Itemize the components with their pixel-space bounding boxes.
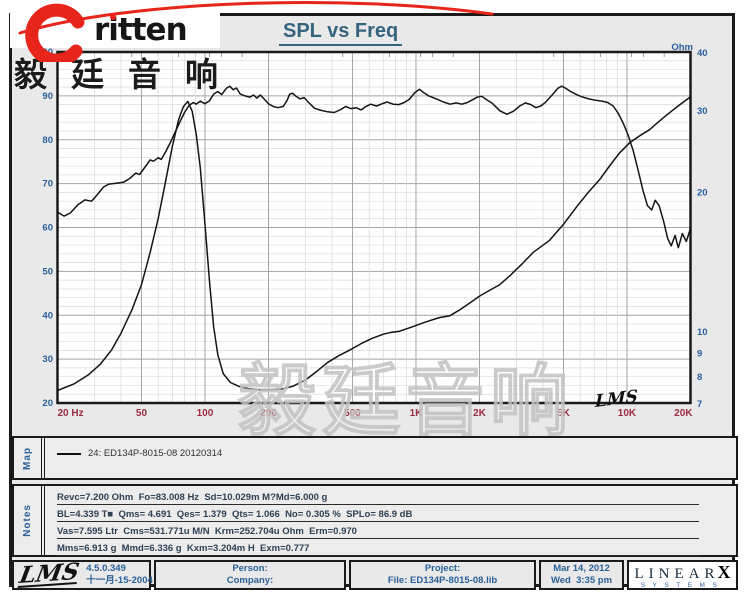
- x-tick-label: 20K: [674, 408, 693, 419]
- y-right-tick-label: 9: [697, 348, 702, 359]
- chinese-brand-stamp: 毅廷音响: [14, 56, 242, 93]
- y-right-tick-label: 30: [697, 106, 708, 117]
- y-left-tick-label: 40: [42, 310, 53, 321]
- y-left-tick-label: 70: [42, 179, 53, 190]
- y-right-tick-label: 20: [697, 188, 708, 199]
- y-left-tick-label: 60: [42, 223, 53, 234]
- x-tick-label: 20 Hz: [58, 408, 84, 419]
- notes-panel-label: Notes: [22, 504, 33, 537]
- y-right-tick-label: 10: [697, 327, 708, 338]
- linearx-word: LINEAR: [634, 565, 720, 582]
- notes-panel: Notes Revc=7.200 Ohm Fo=83.008 Hz Sd=10.…: [12, 484, 738, 557]
- footer-person-cell: Person: Company:: [154, 560, 346, 590]
- linearx-systems-logo: LINEAR X SYSTEMS: [627, 560, 738, 590]
- page-title: SPL vs Freq: [279, 20, 403, 46]
- notes-line-parameters-2: BL=4.339 T■ Qms= 4.691 Qes= 1.379 Qts= 1…: [57, 509, 700, 522]
- linearx-systems-word: SYSTEMS: [640, 581, 725, 589]
- x-tick-label: 50: [136, 408, 148, 419]
- plot-border: [56, 50, 692, 405]
- person-label: Person:: [232, 563, 268, 574]
- map-panel-label-cell: Map: [14, 438, 42, 478]
- company-label: Company:: [226, 575, 274, 586]
- brand-logo-i-dot: [110, 14, 116, 20]
- x-tick-label: 5K: [557, 408, 571, 419]
- y-right-tick-label: 8: [697, 372, 702, 383]
- footer-project-cell: Project: File: ED134P-8015-08.lib: [349, 560, 536, 590]
- project-label: Project:: [424, 563, 461, 574]
- map-panel-content: 24: ED134P-8015-08 20120314: [44, 438, 736, 478]
- brand-logo: ritten: [10, 0, 220, 48]
- y-right-axis-title: Ohm: [671, 42, 693, 53]
- brand-logo-text: ritten: [94, 12, 188, 48]
- y-left-tick-label: 80: [42, 135, 53, 146]
- y-left-tick-label: 50: [42, 266, 53, 277]
- x-tick-label: 500: [344, 408, 361, 419]
- map-panel: Map 24: ED134P-8015-08 20120314: [12, 436, 738, 480]
- notes-line-parameters-4: Mms=6.913 g Mmd=6.336 g Kxm=3.204m H Exm…: [57, 543, 700, 556]
- project-file-name: File: ED134P-8015-08.lib: [387, 575, 498, 586]
- notes-panel-content: Revc=7.200 Ohm Fo=83.008 Hz Sd=10.029m M…: [44, 486, 736, 556]
- footer-version-cell: LMS 4.5.0.349 十一月-15-2004: [12, 558, 153, 590]
- notes-line-parameters-1: Revc=7.200 Ohm Fo=83.008 Hz Sd=10.029m M…: [57, 492, 700, 505]
- x-tick-label: 2K: [473, 408, 487, 419]
- notes-panel-label-cell: Notes: [14, 486, 42, 555]
- legend-line-sample: [57, 452, 81, 455]
- software-version: 4.5.0.349: [86, 563, 126, 574]
- x-tick-label: 10K: [618, 408, 637, 419]
- y-left-tick-label: 30: [42, 354, 53, 365]
- y-left-tick-label: 20: [42, 398, 53, 409]
- report-time: Wed 3:35 pm: [550, 575, 613, 586]
- y-left-tick-label: 90: [42, 91, 53, 102]
- linearx-x: X: [717, 561, 731, 582]
- curve-legend: 24: ED134P-8015-08 20120314: [57, 448, 726, 459]
- y-right-tick-label: 7: [697, 399, 702, 410]
- report-date: Mar 14, 2012: [553, 563, 610, 574]
- software-build-date: 十一月-15-2004: [86, 575, 153, 586]
- x-tick-label: 1K: [410, 408, 424, 419]
- impedance-curve: [56, 96, 692, 392]
- watermark-stamp: 毅廷音响: [238, 357, 574, 445]
- x-tick-label: 100: [197, 408, 214, 419]
- lms-logo: LMS: [17, 558, 82, 590]
- map-panel-label: Map: [22, 446, 33, 470]
- notes-line-parameters-3: Vas=7.595 Ltr Cms=531.771u M/N Krm=252.7…: [57, 526, 700, 539]
- x-tick-label: 200: [260, 408, 277, 419]
- legend-curve-name: 24: ED134P-8015-08 20120314: [88, 448, 223, 459]
- footer-datetime-cell: Mar 14, 2012 Wed 3:35 pm: [539, 560, 624, 590]
- y-right-tick-label: 40: [697, 48, 708, 59]
